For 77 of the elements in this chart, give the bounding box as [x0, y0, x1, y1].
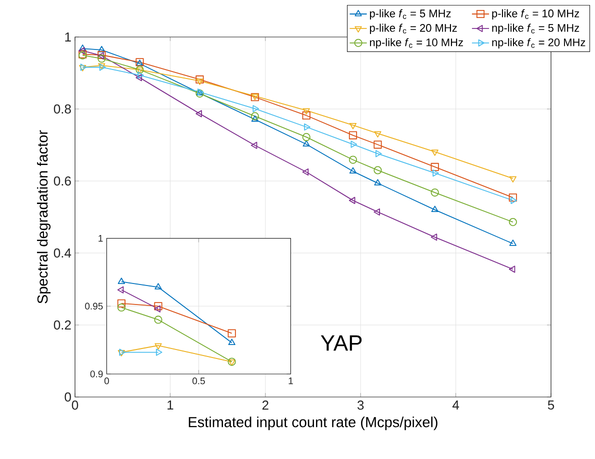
point — [252, 105, 259, 112]
point — [374, 179, 382, 186]
point — [154, 316, 162, 324]
point — [154, 283, 162, 290]
point — [510, 196, 517, 204]
legend-label: p-like f$_{c}$ = 5 MHz — [370, 9, 451, 20]
point — [430, 234, 438, 241]
point — [374, 131, 382, 138]
x-tick-label: 5 — [548, 400, 554, 410]
point — [228, 329, 236, 338]
point — [196, 75, 204, 84]
legend-label: p-like f$_{c}$ = 10 MHz — [492, 9, 580, 20]
point — [508, 266, 516, 273]
x-tick-label: 2 — [262, 400, 268, 410]
x-tick-label: 0.5 — [192, 378, 205, 384]
point — [508, 194, 517, 202]
point — [154, 343, 162, 350]
x-tick-label: 1 — [168, 400, 174, 410]
point — [348, 196, 356, 204]
point — [137, 72, 144, 79]
point — [430, 162, 439, 172]
point — [251, 115, 258, 122]
point — [349, 122, 357, 130]
y-tick-label: 1 — [65, 32, 71, 42]
point — [98, 46, 106, 52]
y-tick-label: 0.6 — [54, 176, 71, 186]
point — [302, 111, 310, 120]
x-tick-label: 0 — [72, 400, 78, 410]
y-tick-label: 0.9 — [90, 370, 103, 378]
point — [228, 338, 236, 346]
point — [118, 278, 125, 284]
point — [348, 131, 358, 140]
x-tick-label: 3 — [357, 400, 364, 410]
point — [348, 156, 358, 164]
legend-label: p-like f$_{c}$ = 20 MHz — [370, 24, 457, 34]
x-axis-title: Estimated input count rate (Mcps/pixel) — [188, 416, 438, 430]
point — [117, 303, 126, 312]
point — [349, 167, 357, 174]
legend-label: np-like f$_{c}$ = 5 MHz — [492, 24, 580, 34]
point — [509, 176, 516, 183]
point — [430, 188, 439, 197]
x-tick-label: 1 — [288, 378, 293, 384]
y-tick-label: 0.4 — [54, 248, 72, 258]
point — [508, 218, 517, 226]
point — [302, 108, 310, 114]
y-tick-label: 0 — [64, 392, 71, 402]
point — [302, 140, 310, 147]
point — [302, 168, 309, 176]
point — [431, 150, 438, 156]
point — [117, 299, 126, 308]
point — [136, 74, 142, 82]
point — [432, 170, 439, 177]
point — [350, 140, 358, 148]
point — [375, 150, 382, 158]
point — [98, 54, 106, 63]
y-tick-label: 0.95 — [85, 302, 103, 310]
point — [250, 142, 258, 149]
annotation: YAP — [320, 335, 362, 351]
point — [374, 140, 382, 149]
legend-label: np-like f$_{c}$ = 10 MHz — [370, 38, 463, 48]
y-axis-title: Spectral degradation factor — [37, 130, 51, 304]
x-tick-label: 4 — [452, 400, 460, 410]
point — [302, 133, 310, 142]
legend-label: np-like f$_{c}$ = 20 MHz — [492, 38, 586, 48]
point — [374, 208, 380, 216]
x-tick-label: 0 — [104, 378, 109, 384]
point — [304, 123, 310, 131]
point — [78, 47, 85, 54]
point — [250, 112, 259, 120]
point — [509, 240, 516, 246]
y-tick-label: 0.2 — [54, 320, 71, 330]
point — [431, 206, 438, 212]
point — [374, 166, 382, 174]
y-tick-label: 0.8 — [54, 104, 71, 114]
y-tick-label: 1 — [98, 235, 103, 242]
point — [196, 110, 202, 118]
point — [196, 78, 204, 85]
